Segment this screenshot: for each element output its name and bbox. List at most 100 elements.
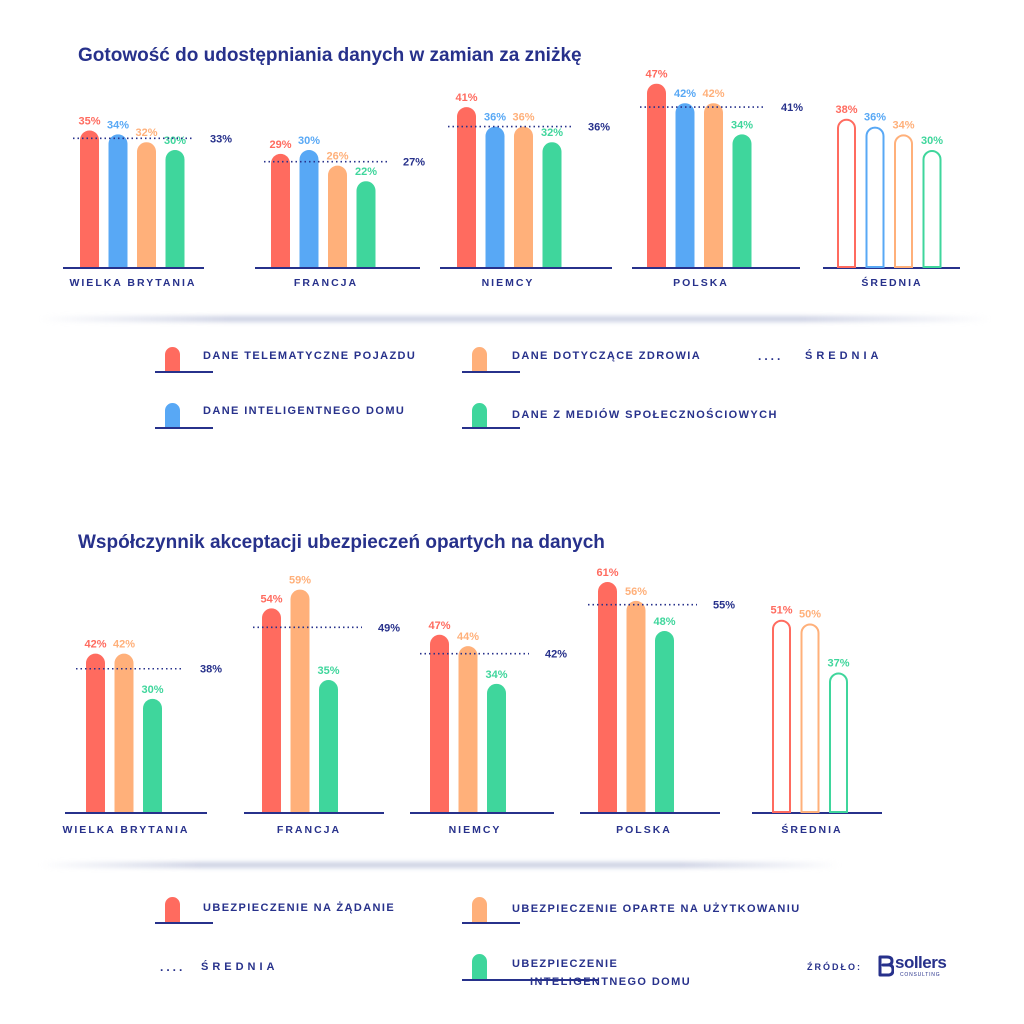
data-label-2-2: 36% xyxy=(512,112,534,124)
legend-label-telematics: DANE TELEMATYCZNE POJAZDU xyxy=(203,350,417,362)
legend-swatch-health xyxy=(472,347,487,373)
bar-1-0 xyxy=(271,153,290,267)
legend-swatch-telematics xyxy=(165,347,180,373)
data-label-3-1: 56% xyxy=(625,586,647,598)
bar-group-1: 54% 59% 35% 49% FRANCJA xyxy=(244,575,400,836)
bar-1-0 xyxy=(262,608,281,812)
legend-swatch-smarthome xyxy=(165,403,180,429)
legend-label-smarthome-line1: UBEZPIECZENIE xyxy=(512,958,619,970)
bar-3-3 xyxy=(732,134,752,267)
bar-1-3 xyxy=(356,181,376,267)
logo-subtext: CONSULTING xyxy=(900,972,941,978)
bar-0-0 xyxy=(80,130,99,267)
source-label: ŹRÓDŁO: xyxy=(807,962,862,972)
bar-group-3: 47% 42% 42% 34% 41% POLSKA xyxy=(632,69,803,289)
data-label-1-0: 54% xyxy=(260,593,282,605)
bar-group-2: 41% 36% 36% 32% 36% NIEMCY xyxy=(440,92,612,289)
bar-4-0 xyxy=(772,619,791,813)
bar-3-1 xyxy=(675,103,695,267)
data-label-1-1: 59% xyxy=(289,575,311,587)
legend2-average: .... ŚREDNIA xyxy=(160,958,300,998)
legend1-health: DANE DOTYCZĄCE ZDROWIA xyxy=(462,347,762,387)
legend-baseline xyxy=(155,371,213,373)
legend2-ondemand: UBEZPIECZENIE NA ŻĄDANIE xyxy=(155,897,455,937)
data-label-2-3: 32% xyxy=(541,127,563,139)
category-label-2: NIEMCY xyxy=(449,824,502,836)
data-label-2-0: 41% xyxy=(455,92,477,104)
data-label-1-0: 29% xyxy=(269,139,291,151)
data-label-4-0: 51% xyxy=(770,605,792,617)
bar-0-2 xyxy=(137,142,156,267)
data-label-3-0: 47% xyxy=(645,69,667,81)
average-label-1: 49% xyxy=(378,622,400,634)
legend-label-health: DANE DOTYCZĄCE ZDROWIA xyxy=(512,350,702,362)
bar-group-3: 61% 56% 48% 55% POLSKA xyxy=(580,567,735,836)
legend-baseline xyxy=(462,979,598,981)
bar-4-1 xyxy=(865,126,885,268)
data-label-0-3: 30% xyxy=(164,135,186,147)
logo-mark-icon xyxy=(878,955,894,977)
legend-label-average: ŚREDNIA xyxy=(805,350,883,362)
data-label-0-0: 35% xyxy=(78,116,100,128)
legend-label-ondemand: UBEZPIECZENIE NA ŻĄDANIE xyxy=(203,902,396,914)
average-label-3: 55% xyxy=(713,600,735,612)
data-label-3-1: 42% xyxy=(674,88,696,100)
data-label-2-0: 47% xyxy=(428,620,450,632)
bar-2-2 xyxy=(487,683,506,812)
legend-swatch-ondemand xyxy=(165,897,180,923)
data-label-1-2: 26% xyxy=(326,151,348,163)
average-label-2: 42% xyxy=(545,649,567,661)
data-label-3-0: 61% xyxy=(596,567,618,579)
legend-label-usage: UBEZPIECZENIE OPARTE NA UŻYTKOWANIU xyxy=(512,903,801,915)
bar-group-0: 42% 42% 30% 38% WIELKA BRYTANIA xyxy=(62,639,222,836)
bar-3-0 xyxy=(598,582,617,812)
data-label-1-2: 35% xyxy=(317,665,339,677)
bar-0-3 xyxy=(165,150,185,267)
bar-0-2 xyxy=(143,698,162,812)
bar-4-1 xyxy=(800,623,820,813)
bar-4-2 xyxy=(894,134,913,268)
average-label-1: 27% xyxy=(403,157,425,169)
bar-2-1 xyxy=(458,646,478,812)
bar-3-1 xyxy=(626,600,646,812)
bar-4-3 xyxy=(922,150,942,268)
data-label-1-1: 30% xyxy=(298,135,320,147)
bar-4-0 xyxy=(837,118,856,268)
bar-1-1 xyxy=(290,589,310,812)
separator-2 xyxy=(40,862,840,868)
legend-baseline xyxy=(462,371,520,373)
category-label-2: NIEMCY xyxy=(482,277,535,289)
legend-dots-icon: .... xyxy=(160,960,186,974)
chart2-title: Współczynnik akceptacji ubezpieczeń opar… xyxy=(78,532,605,553)
legend-label-smarthome: DANE INTELIGENTNEGO DOMU xyxy=(203,405,406,417)
legend2-smarthome: UBEZPIECZENIE INTELIGENTNEGO DOMU xyxy=(462,954,802,994)
category-label-0: WIELKA BRYTANIA xyxy=(62,824,189,836)
category-label-4: ŚREDNIA xyxy=(781,823,842,836)
bar-2-2 xyxy=(514,126,533,267)
sollers-logo: sollers CONSULTING xyxy=(878,953,950,983)
legend1-social: DANE Z MEDIÓW SPOŁECZNOŚCIOWYCH xyxy=(462,403,802,443)
data-label-2-1: 36% xyxy=(484,112,506,124)
category-label-4: ŚREDNIA xyxy=(861,276,922,289)
bar-3-0 xyxy=(647,83,666,267)
data-label-1-3: 22% xyxy=(355,166,377,178)
data-label-3-3: 34% xyxy=(731,119,753,131)
data-label-4-2: 34% xyxy=(892,119,914,131)
bar-1-2 xyxy=(328,165,347,267)
legend-baseline xyxy=(462,922,520,924)
bar-2-0 xyxy=(430,634,449,812)
data-label-4-0: 38% xyxy=(835,104,857,116)
data-label-3-2: 42% xyxy=(702,88,724,100)
legend-label-social: DANE Z MEDIÓW SPOŁECZNOŚCIOWYCH xyxy=(512,409,778,421)
bar-group-4: 38% 36% 34% 30% ŚREDNIA xyxy=(823,104,960,289)
average-label-2: 36% xyxy=(588,122,610,134)
legend1-average: .... ŚREDNIA xyxy=(758,347,898,387)
chart1-title: Gotowość do udostępniania danych w zamia… xyxy=(78,45,582,66)
bar-2-3 xyxy=(542,142,562,267)
data-label-0-1: 34% xyxy=(107,119,129,131)
average-label-0: 38% xyxy=(200,664,222,676)
legend1-smarthome: DANE INTELIGENTNEGO DOMU xyxy=(155,403,455,443)
data-label-2-1: 44% xyxy=(457,631,479,643)
